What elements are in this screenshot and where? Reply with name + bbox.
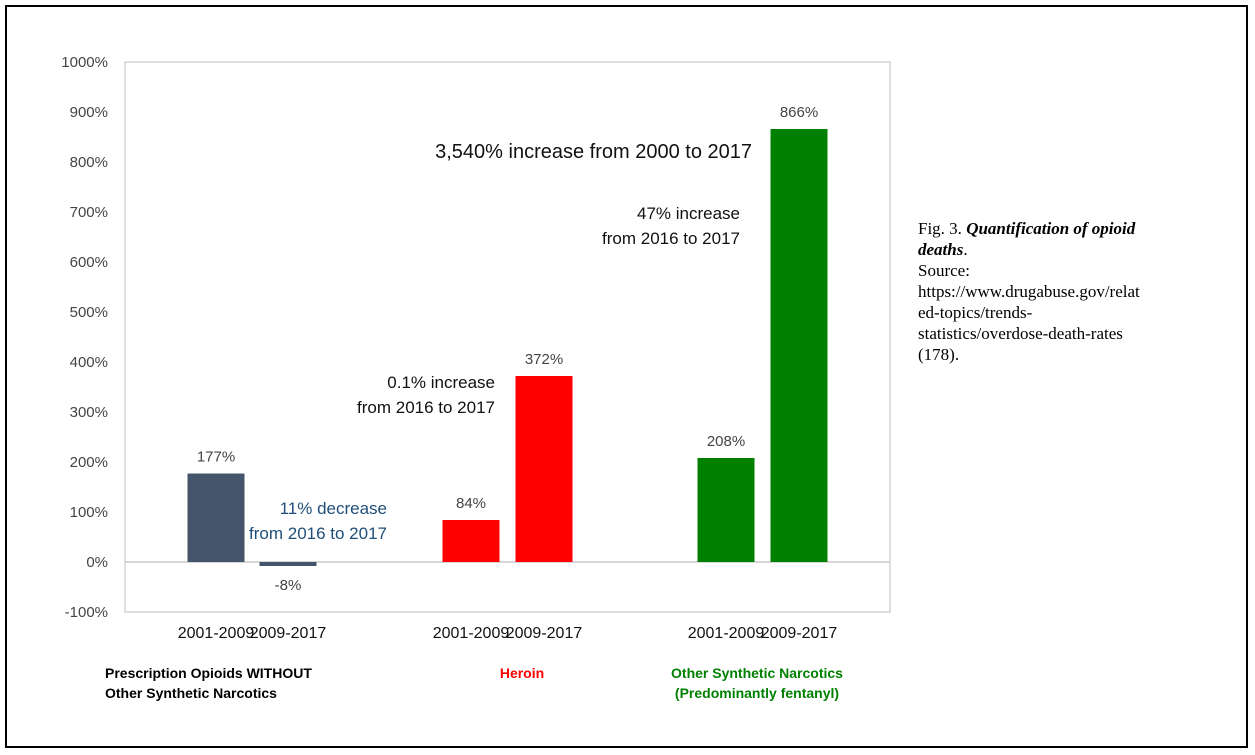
y-tick-label: 300% — [70, 404, 108, 421]
bar — [259, 562, 317, 566]
figure-label: Fig. 3. — [918, 219, 962, 238]
x-category-label: 2001-2009 — [178, 625, 255, 642]
source-prefix: Source: — [918, 261, 970, 280]
figure-frame — [5, 5, 1248, 748]
bar-value-label: 84% — [456, 495, 486, 512]
bar — [697, 458, 755, 562]
top-annotation: 3,540% increase from 2000 to 2017 — [435, 141, 752, 163]
group-name: Other Synthetic Narcotics — [105, 685, 277, 701]
bar — [187, 473, 245, 562]
bar — [770, 129, 828, 562]
annotation-text: 47% increase — [637, 204, 740, 223]
y-tick-label: 100% — [70, 504, 108, 521]
y-tick-label: 800% — [70, 154, 108, 171]
source-reference: (178). — [918, 345, 960, 364]
bar — [442, 520, 500, 562]
annotation-text: 11% decrease — [280, 499, 387, 518]
y-tick-label: 0% — [86, 554, 108, 571]
figure-title-end: . — [963, 240, 968, 259]
bar-value-label: 866% — [780, 104, 818, 121]
y-tick-label: 400% — [70, 354, 108, 371]
bar-chart: -100% 0% 100% 200% 300% 400% 500% 600% 700% 800% 9… — [61, 54, 891, 701]
annotation-text: 0.1% increase — [387, 373, 495, 392]
x-category-label: 2001-2009 — [688, 625, 765, 642]
y-tick-label: 1000% — [61, 54, 108, 71]
plot-area — [124, 61, 891, 613]
x-category-label: 2009-2017 — [250, 625, 327, 642]
y-tick-label: 900% — [70, 104, 108, 121]
bar-value-label: -8% — [275, 577, 302, 594]
y-tick-label: 200% — [70, 454, 108, 471]
y-tick-label: 600% — [70, 254, 108, 271]
group-name: Heroin — [500, 665, 544, 681]
bar-value-label: 177% — [197, 449, 235, 466]
figure-caption: Fig. 3. Quantification of opioid deaths.… — [918, 218, 1146, 365]
annotation-text: from 2016 to 2017 — [357, 398, 495, 417]
annotation-text: from 2016 to 2017 — [602, 229, 740, 248]
y-tick-label: -100% — [65, 604, 108, 621]
bar — [515, 376, 573, 562]
group-name: Other Synthetic Narcotics — [671, 665, 843, 681]
y-tick-label: 700% — [70, 204, 108, 221]
group-name: (Predominantly fentanyl) — [675, 685, 839, 701]
x-category-label: 2009-2017 — [761, 625, 838, 642]
group-name: Prescription Opioids WITHOUT — [105, 665, 312, 681]
bar-value-label: 208% — [707, 433, 745, 450]
x-category-label: 2001-2009 — [433, 625, 510, 642]
figure-title: Quantification of opioid deaths — [918, 219, 1136, 259]
x-category-label: 2009-2017 — [506, 625, 583, 642]
bar-value-label: 372% — [525, 351, 563, 368]
source-link[interactable]: https://www.drugabuse.gov/related-topics… — [918, 282, 1140, 343]
annotation-text: from 2016 to 2017 — [249, 524, 387, 543]
y-tick-label: 500% — [70, 304, 108, 321]
